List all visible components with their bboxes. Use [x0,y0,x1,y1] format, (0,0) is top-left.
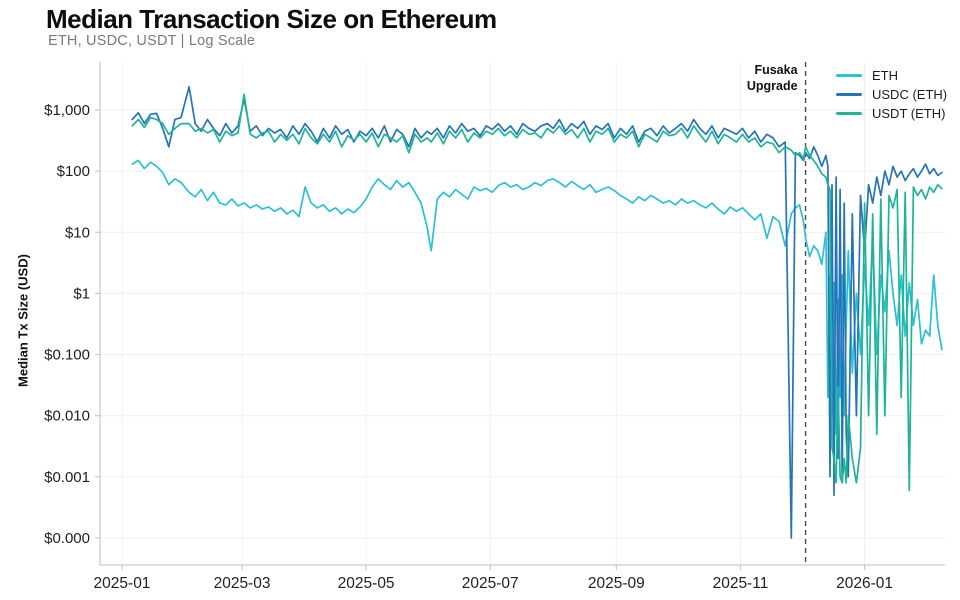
legend-label-usdt: USDT (ETH) [872,106,946,121]
usdt-line-swatch [836,112,862,115]
usdc-line [131,85,943,539]
legend-label-eth: ETH [872,68,898,83]
x-tick-label: 2025-07 [462,575,519,592]
y-tick-label: $0.001 [44,469,90,486]
legend-label-usdc: USDC (ETH) [872,87,948,102]
legend: ETH USDC (ETH) USDT (ETH) [836,68,948,121]
chart-subtitle: ETH, USDC, USDT | Log Scale [48,33,256,49]
x-tick-label: 2025-09 [588,575,645,592]
y-axis-title: Median Tx Size (USD) [15,254,31,387]
usdt-line [131,93,943,492]
legend-item-eth: ETH [836,68,947,83]
y-tick-label: $0.010 [44,408,90,425]
x-tick-label: 2026-01 [836,575,893,592]
y-tick-label: $1,000 [44,102,90,119]
y-tick-label: $100 [57,163,90,180]
x-tick-label: 2025-05 [338,575,395,592]
eth-line-swatch [836,74,862,77]
y-tick-label: $0.100 [44,347,90,364]
y-tick-label: $0.000 [44,530,90,547]
x-tick-label: 2025-11 [713,575,769,592]
annotation-fusaka-upgrade: Fusaka Upgrade [680,63,798,94]
eth-line [131,159,943,435]
annotation-line1: Fusaka [754,63,798,77]
x-tick-label: 2025-03 [214,575,271,592]
x-tick-label: 2025-01 [94,575,151,592]
usdc-line-swatch [836,93,862,96]
annotation-line2: Upgrade [746,78,798,93]
legend-item-usdt: USDT (ETH) [836,106,947,121]
chart-title: Median Transaction Size on Ethereum [46,4,497,34]
legend-item-usdc: USDC (ETH) [836,87,948,102]
y-tick-label: $1 [73,285,90,302]
y-tick-label: $10 [65,224,90,241]
